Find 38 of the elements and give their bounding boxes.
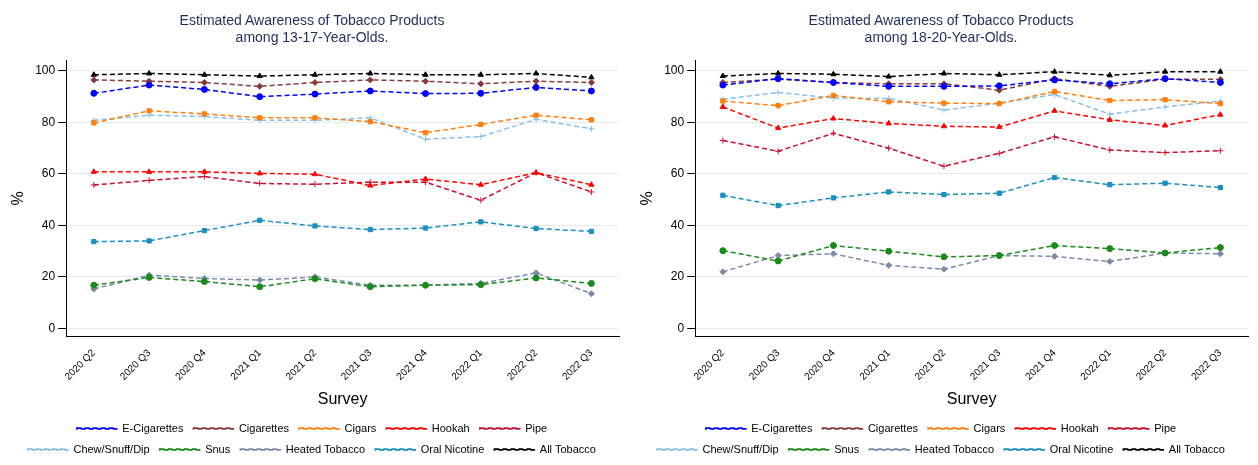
legend-label: Chew/Snuff/Dip — [73, 442, 150, 455]
legend-label: Cigars — [973, 421, 1006, 434]
y-axis-title: % — [9, 191, 27, 206]
y-tick-label: 80 — [41, 114, 56, 129]
legend-label: Chew/Snuff/Dip — [702, 442, 779, 455]
y-tick-label: 60 — [670, 166, 685, 181]
legend-label: All Tobacco — [539, 442, 596, 455]
legend-label: Cigars — [344, 421, 377, 434]
x-axis-title: Survey — [317, 389, 368, 407]
y-axis-title: % — [638, 191, 656, 206]
x-axis-title: Survey — [946, 389, 997, 407]
y-tick-label: 20 — [670, 269, 685, 284]
y-tick-label: 60 — [41, 166, 56, 181]
y-tick-label: 0 — [677, 320, 685, 335]
legend-label: Heated Tobacco — [285, 442, 366, 455]
legend-label: Snus — [205, 442, 231, 455]
y-tick-label: 20 — [41, 269, 56, 284]
legend-label: Hookah — [1060, 421, 1099, 434]
chart-title: Estimated Awareness of Tobacco Products among 18-20-Year-Olds. — [808, 12, 1074, 46]
legend-label: Pipe — [1154, 421, 1177, 434]
legend-label: E-Cigarettes — [751, 421, 813, 434]
legend-label: E-Cigarettes — [122, 421, 184, 434]
legend-label: Cigarettes — [238, 421, 290, 434]
chart-title: Estimated Awareness of Tobacco Products among 13-17-Year-Olds. — [179, 12, 445, 46]
y-tick-label: 0 — [48, 320, 56, 335]
legend-label: All Tobacco — [1168, 442, 1225, 455]
y-tick-label: 100 — [35, 63, 56, 78]
legend-label: Hookah — [431, 421, 470, 434]
legend-label: Cigarettes — [867, 421, 919, 434]
y-tick-label: 80 — [670, 114, 685, 129]
legend-label: Pipe — [525, 421, 548, 434]
legend-label: Oral Nicotine — [420, 442, 485, 455]
y-tick-label: 100 — [664, 63, 685, 78]
legend-label: Snus — [834, 442, 860, 455]
legend-label: Oral Nicotine — [1049, 442, 1114, 455]
y-tick-label: 40 — [41, 217, 56, 232]
legend-label: Heated Tobacco — [914, 442, 995, 455]
y-tick-label: 40 — [670, 217, 685, 232]
